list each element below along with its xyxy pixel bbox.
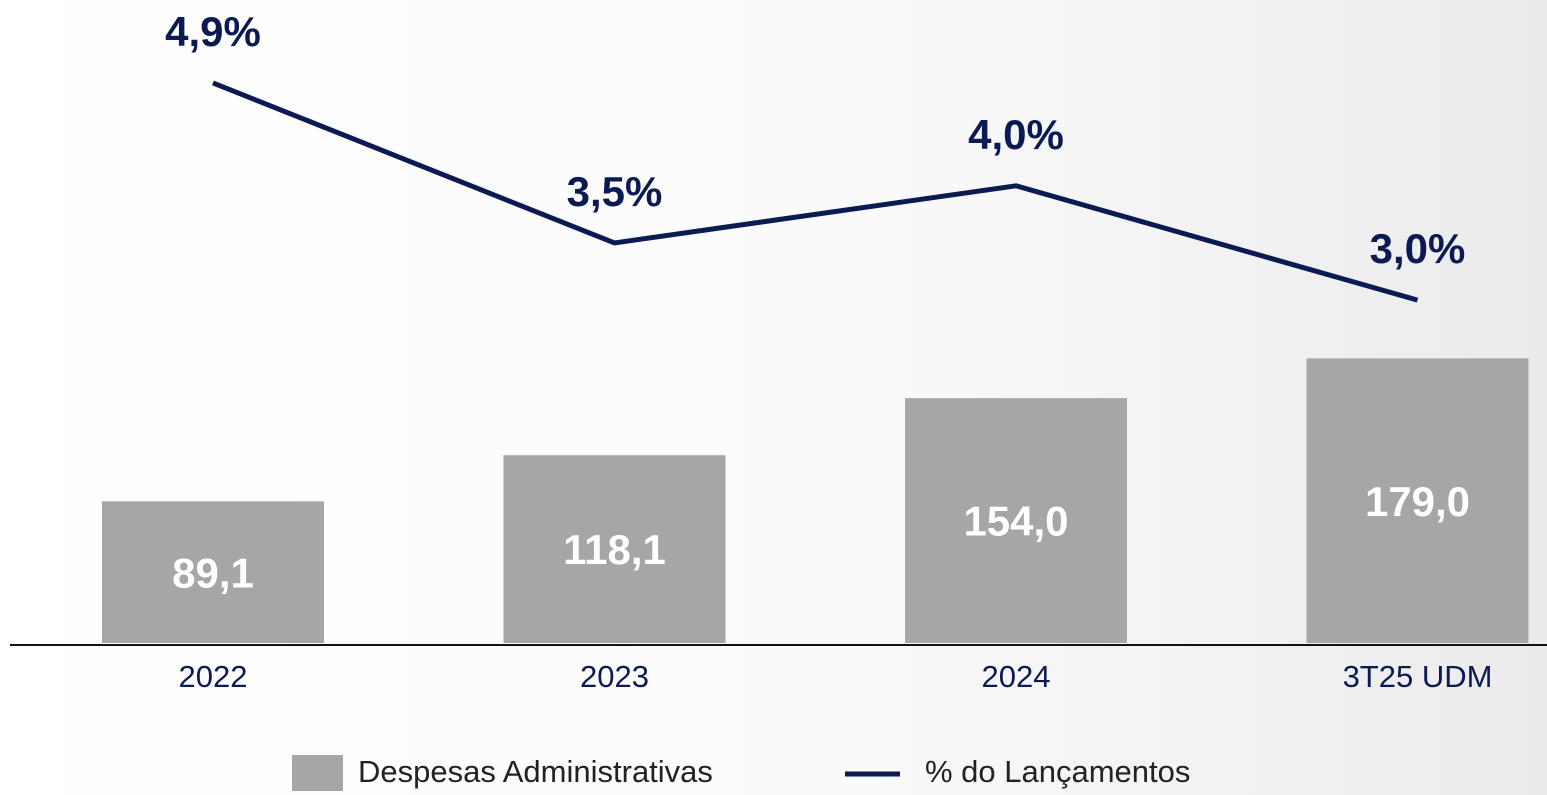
line-value-label: 3,0% bbox=[1370, 225, 1466, 272]
x-tick-label: 2022 bbox=[179, 659, 248, 694]
line-value-label: 4,9% bbox=[165, 8, 261, 55]
line bbox=[212, 80, 1419, 303]
line-value-label: 4,0% bbox=[968, 111, 1064, 158]
plot: 2022 2023 2024 3T25 UDM 89,1 118,1 154,0 179,0 4… bbox=[102, 8, 1529, 694]
line-value-label: 3,5% bbox=[567, 168, 663, 215]
x-tick-label: 3T25 UDM bbox=[1343, 659, 1493, 694]
bar-value-label: 154,0 bbox=[963, 498, 1068, 545]
bar bbox=[503, 455, 726, 643]
bar bbox=[102, 501, 324, 643]
x-tick-label: 2023 bbox=[580, 659, 649, 694]
bar-value-label: 118,1 bbox=[563, 526, 666, 573]
legend-label: Despesas Administrativas bbox=[358, 754, 713, 789]
bar-value-label: 179,0 bbox=[1365, 478, 1470, 525]
bar bbox=[1306, 358, 1529, 643]
legend-swatch-bar bbox=[292, 755, 343, 791]
bar bbox=[905, 398, 1127, 643]
legend-label: % do Lançamentos bbox=[925, 754, 1190, 789]
bar-value-label: 89,1 bbox=[172, 549, 254, 596]
x-tick-label: 2024 bbox=[982, 659, 1051, 694]
